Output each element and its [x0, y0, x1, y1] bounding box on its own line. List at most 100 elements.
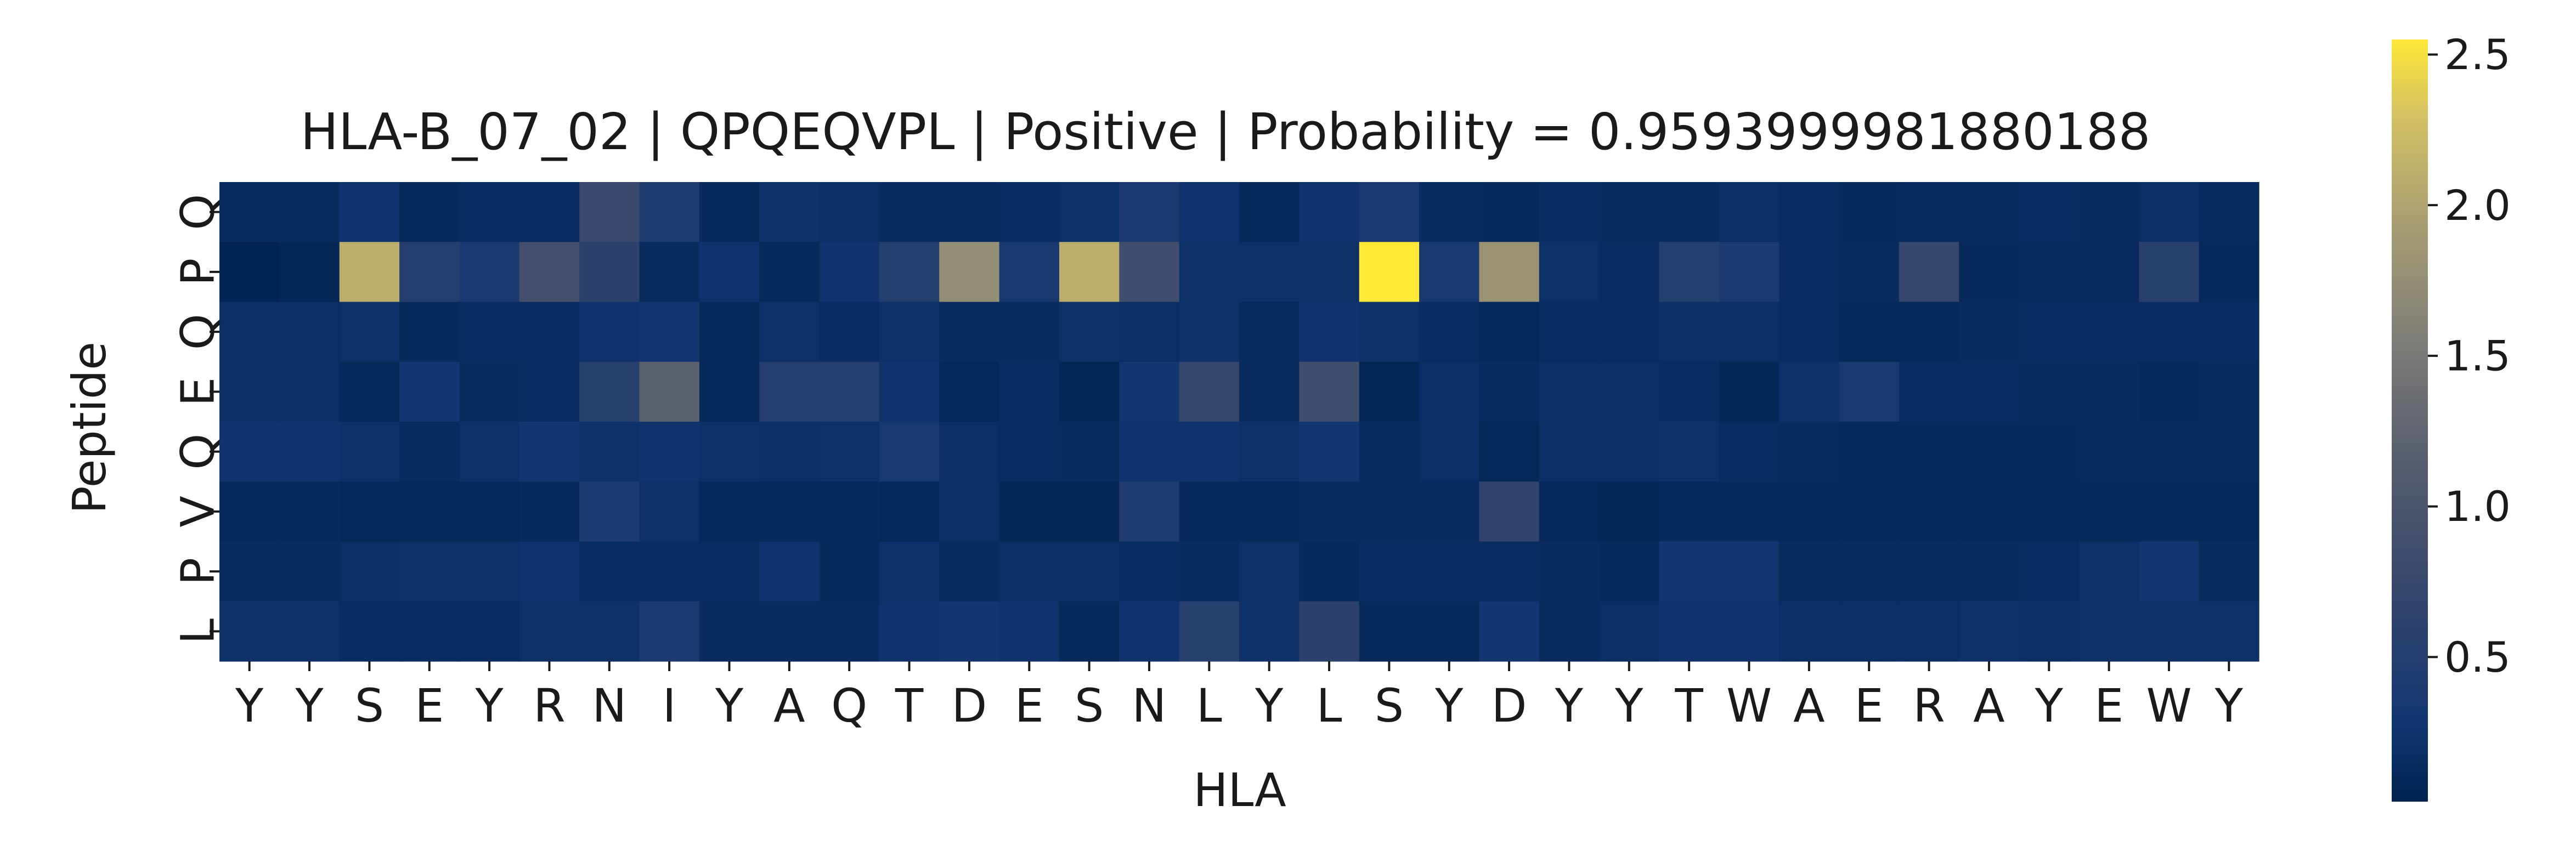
heatmap-cell [2199, 182, 2259, 242]
heatmap-cell [459, 541, 520, 602]
x-tick-label: D [1492, 679, 1527, 733]
heatmap-cell [399, 601, 460, 662]
heatmap-cell [1959, 601, 2020, 662]
x-tick-label: N [1132, 679, 1167, 733]
heatmap-cell [699, 182, 760, 242]
x-tick-label: Y [1614, 679, 1643, 733]
heatmap-cell [519, 601, 580, 662]
heatmap-cell [399, 481, 460, 542]
x-tick-label: W [1726, 679, 1772, 733]
heatmap-cell [939, 361, 1000, 422]
y-tick-label: P [171, 558, 224, 586]
heatmap-cell [1779, 541, 1840, 602]
x-tick-label: Y [1434, 679, 1464, 733]
heatmap-cell [519, 361, 580, 422]
heatmap-cell [1599, 182, 1660, 242]
colorbar [2392, 39, 2428, 802]
heatmap-cell [1899, 361, 1959, 422]
y-tick-label: Q [171, 314, 224, 350]
heatmap-cell [999, 361, 1060, 422]
heatmap-cell [1119, 541, 1180, 602]
y-tick-labels: QPQEQVPL [171, 194, 224, 644]
heatmap-cell [339, 481, 400, 542]
x-tick-label: A [1793, 679, 1824, 733]
heatmap-cell [1599, 541, 1660, 602]
heatmap-cell [1479, 361, 1540, 422]
heatmap-cell [1539, 182, 1600, 242]
heatmap-cell [939, 182, 1000, 242]
heatmap-cell [699, 601, 760, 662]
heatmap-cell [1899, 182, 1959, 242]
heatmap-cell [879, 481, 940, 542]
y-tick-label: E [171, 377, 224, 406]
heatmap-cell [2078, 361, 2139, 422]
heatmap-cell [639, 481, 700, 542]
heatmap-cell [879, 182, 940, 242]
heatmap-cell [1719, 422, 1780, 482]
heatmap-cell [279, 601, 340, 662]
x-tick-label: T [895, 679, 924, 733]
heatmap-cell [1719, 302, 1780, 362]
heatmap-cell [1119, 182, 1180, 242]
heatmap-cell [1899, 601, 1959, 662]
heatmap-cell [1659, 422, 1720, 482]
heatmap-cell [1419, 422, 1480, 482]
heatmap-cell [1059, 601, 1120, 662]
heatmap-cell [759, 361, 820, 422]
heatmap-cell [399, 182, 460, 242]
x-tick-label: E [415, 679, 444, 733]
heatmap-cell [1479, 302, 1540, 362]
heatmap-cell [2019, 422, 2080, 482]
heatmap-cell [1779, 302, 1840, 362]
heatmap-cell [579, 182, 640, 242]
heatmap-cell [1959, 302, 2020, 362]
heatmap-cell [399, 541, 460, 602]
heatmap-cell [1659, 361, 1720, 422]
heatmap-cell [1959, 361, 2020, 422]
heatmap-cell [1539, 541, 1600, 602]
heatmap-cell [1419, 242, 1480, 303]
colorbar-ticks: 0.5 1.0 1.5 2.0 2.5 [2428, 30, 2511, 682]
x-tick-label: R [1913, 679, 1945, 733]
heatmap-cell [939, 481, 1000, 542]
colorbar-tick-label: 2.5 [2444, 30, 2511, 79]
heatmap-cell [2139, 541, 2200, 602]
heatmap-cell [1359, 302, 1420, 362]
heatmap-cell [519, 242, 580, 303]
x-tick-label: S [355, 679, 384, 733]
heatmap-cell [399, 361, 460, 422]
heatmap-cell [2019, 182, 2080, 242]
heatmap-cell [1179, 182, 1240, 242]
heatmap-cell [1239, 422, 1300, 482]
heatmap-cell [819, 541, 880, 602]
heatmap-cell [339, 302, 400, 362]
heatmap-cell [639, 361, 700, 422]
heatmap-cell [1719, 242, 1780, 303]
heatmap-cell [759, 481, 820, 542]
heatmap-cell [1419, 182, 1480, 242]
heatmap-cell [699, 422, 760, 482]
heatmap-cell [999, 302, 1060, 362]
x-tick-label: Y [474, 679, 504, 733]
heatmap-cell [759, 302, 820, 362]
heatmap-cell [1239, 242, 1300, 303]
heatmap-cell [879, 361, 940, 422]
heatmap-cell [219, 182, 280, 242]
heatmap-cell [2199, 422, 2259, 482]
heatmap-cell [2139, 481, 2200, 542]
heatmap-cell [639, 601, 700, 662]
heatmap-cell [999, 481, 1060, 542]
heatmap-cell [279, 422, 340, 482]
heatmap-cell [2139, 302, 2200, 362]
heatmap-cell [879, 242, 940, 303]
colorbar-tick-label: 1.5 [2444, 331, 2511, 380]
heatmap-cell [999, 541, 1060, 602]
heatmap-cell [459, 601, 520, 662]
heatmap-cell [1959, 541, 2020, 602]
heatmap-cells [219, 182, 2259, 662]
heatmap-cell [1299, 182, 1360, 242]
heatmap-cell [1539, 242, 1600, 303]
heatmap-cell [339, 182, 400, 242]
x-tick-label: T [1674, 679, 1703, 733]
heatmap-cell [1599, 601, 1660, 662]
